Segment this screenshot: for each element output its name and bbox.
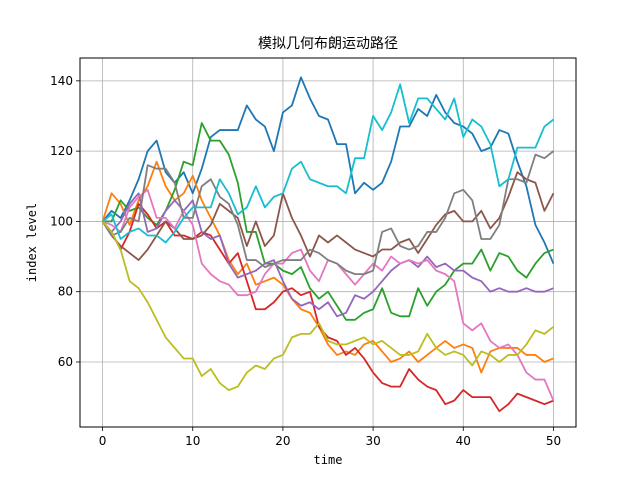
series-line-9 [101, 220, 555, 392]
series-line-6 [101, 171, 555, 261]
plot-frame [79, 57, 577, 428]
x-tick-label: 30 [365, 434, 380, 448]
series-line-3 [102, 122, 554, 321]
grid [80, 58, 576, 427]
y-tick-label: 100 [50, 214, 73, 228]
x-tick-label: 0 [99, 434, 107, 448]
series-line-5 [101, 192, 554, 318]
y-axis-label: index level [25, 203, 39, 282]
ticks: 0 10 20 30 40 50 60 80 100 120 140 [50, 74, 561, 448]
y-tick-label: 140 [50, 74, 73, 88]
y-tick-label: 120 [50, 144, 73, 158]
x-tick-label: 50 [546, 434, 561, 448]
x-axis-label: time [314, 453, 343, 467]
series-line-4 [101, 202, 554, 413]
x-tick-label: 10 [185, 434, 200, 448]
series-line-10 [101, 83, 555, 244]
x-tick-label: 20 [275, 434, 290, 448]
y-tick-label: 60 [58, 355, 73, 369]
y-tick-label: 80 [58, 285, 73, 299]
chart-title: 模拟几何布朗运动路径 [258, 36, 398, 52]
x-tick-label: 40 [456, 434, 471, 448]
series-lines [101, 76, 555, 413]
series-line-8 [101, 150, 555, 276]
